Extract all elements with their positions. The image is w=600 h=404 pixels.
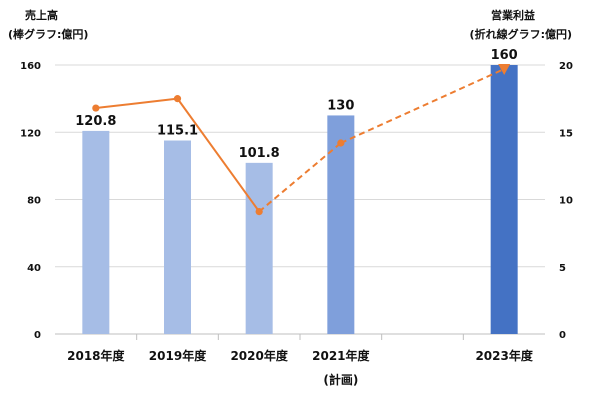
bar-data-label: 115.1 bbox=[157, 123, 198, 138]
line-marker bbox=[498, 64, 511, 76]
x-tick-label: 2023年度 bbox=[475, 348, 533, 363]
left-y-tick-label: 40 bbox=[27, 263, 41, 274]
line-marker bbox=[255, 208, 263, 216]
right-y-tick-label: 20 bbox=[559, 61, 573, 72]
bar bbox=[327, 115, 355, 334]
bar bbox=[82, 130, 110, 334]
bar-data-label: 160 bbox=[491, 48, 518, 63]
right-y-tick-label: 10 bbox=[559, 196, 573, 207]
left-y-tick-label: 0 bbox=[34, 330, 41, 341]
bar bbox=[164, 140, 191, 334]
right-y-tick-label: 5 bbox=[559, 263, 566, 274]
line-segment bbox=[95, 97, 178, 110]
bar-data-label: 101.8 bbox=[239, 146, 280, 161]
line-segment-dashed bbox=[258, 142, 342, 213]
line-segment bbox=[176, 98, 260, 213]
right-y-tick-label: 0 bbox=[559, 330, 566, 341]
x-tick-label: (計画) bbox=[323, 372, 358, 387]
left-axis-title: (棒グラフ:億円) bbox=[8, 27, 88, 41]
right-axis-title: (折れ線グラフ:億円) bbox=[470, 27, 572, 41]
right-axis-title: 営業利益 bbox=[491, 8, 535, 22]
right-y-tick-label: 15 bbox=[559, 128, 573, 139]
line-marker bbox=[173, 95, 182, 103]
x-tick-label: 2019年度 bbox=[149, 348, 207, 363]
left-y-tick-label: 160 bbox=[20, 61, 41, 72]
bar bbox=[490, 65, 518, 334]
bar-data-label: 130 bbox=[327, 98, 354, 113]
line-marker bbox=[92, 104, 100, 112]
bar bbox=[245, 162, 273, 334]
left-y-tick-label: 120 bbox=[20, 128, 41, 139]
line-marker bbox=[337, 139, 345, 147]
x-tick-label: 2018年度 bbox=[67, 348, 125, 363]
bar-data-label: 120.8 bbox=[75, 114, 116, 129]
left-axis-title: 売上高 bbox=[25, 8, 58, 22]
x-tick-label: 2021年度 bbox=[312, 348, 370, 363]
left-y-tick-label: 80 bbox=[27, 196, 41, 207]
x-tick-label: 2020年度 bbox=[230, 348, 288, 363]
